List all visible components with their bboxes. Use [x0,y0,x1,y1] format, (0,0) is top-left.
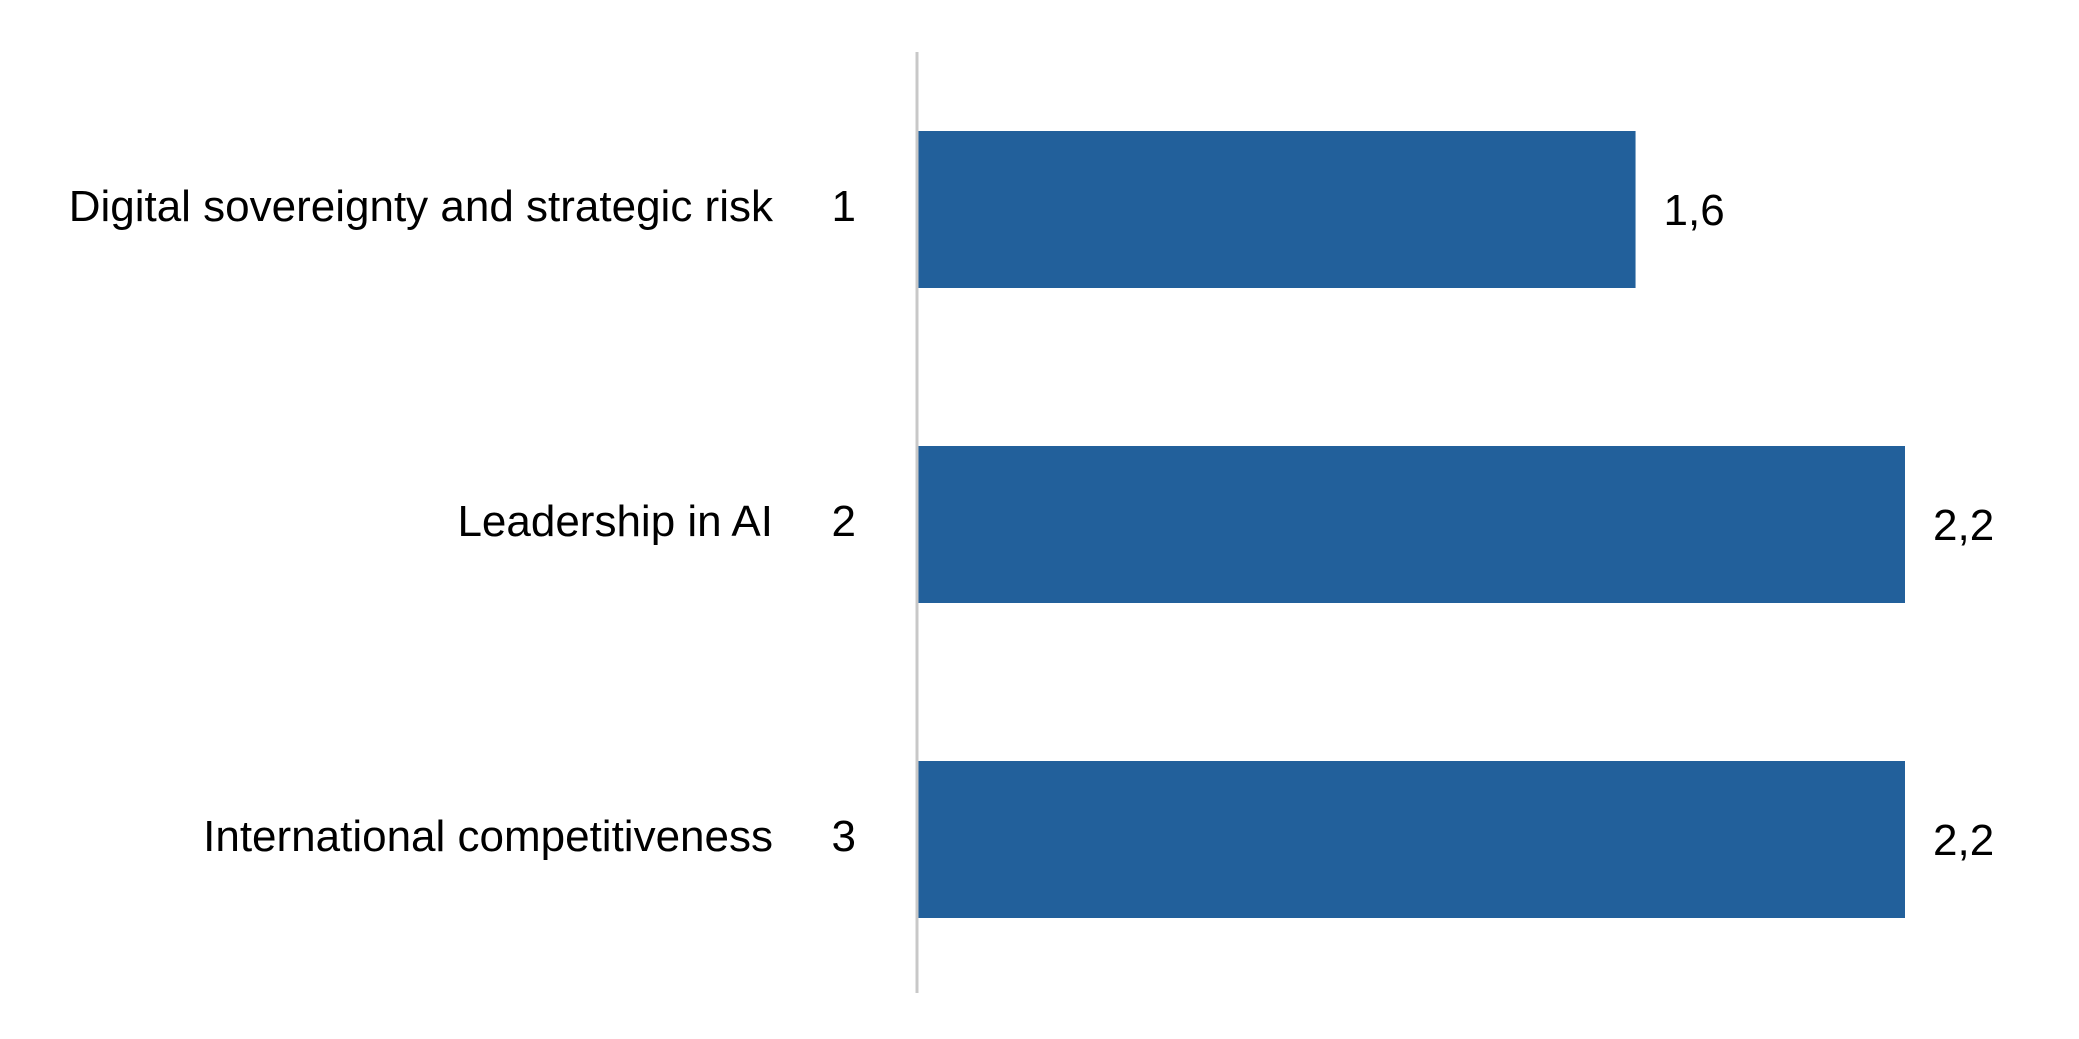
data-label-2: 2,2 [1933,501,1994,550]
rank-label-3: 3 [832,812,856,861]
category-label-1: Digital sovereignty and strategic risk [69,182,774,231]
category-label-2: Leadership in AI [457,497,773,546]
bar-3 [918,761,1905,918]
bar-1 [918,131,1636,288]
rank-label-2: 2 [832,497,856,546]
labels-layer: 1,6 1 Digital sovereignty and strategic ri… [69,182,1994,865]
bar-2 [918,446,1905,603]
data-label-3: 2,2 [1933,816,1994,865]
rank-label-1: 1 [832,182,856,231]
data-label-1: 1,6 [1664,186,1725,235]
category-label-3: International competitiveness [203,812,773,861]
bars-layer [918,131,1905,918]
